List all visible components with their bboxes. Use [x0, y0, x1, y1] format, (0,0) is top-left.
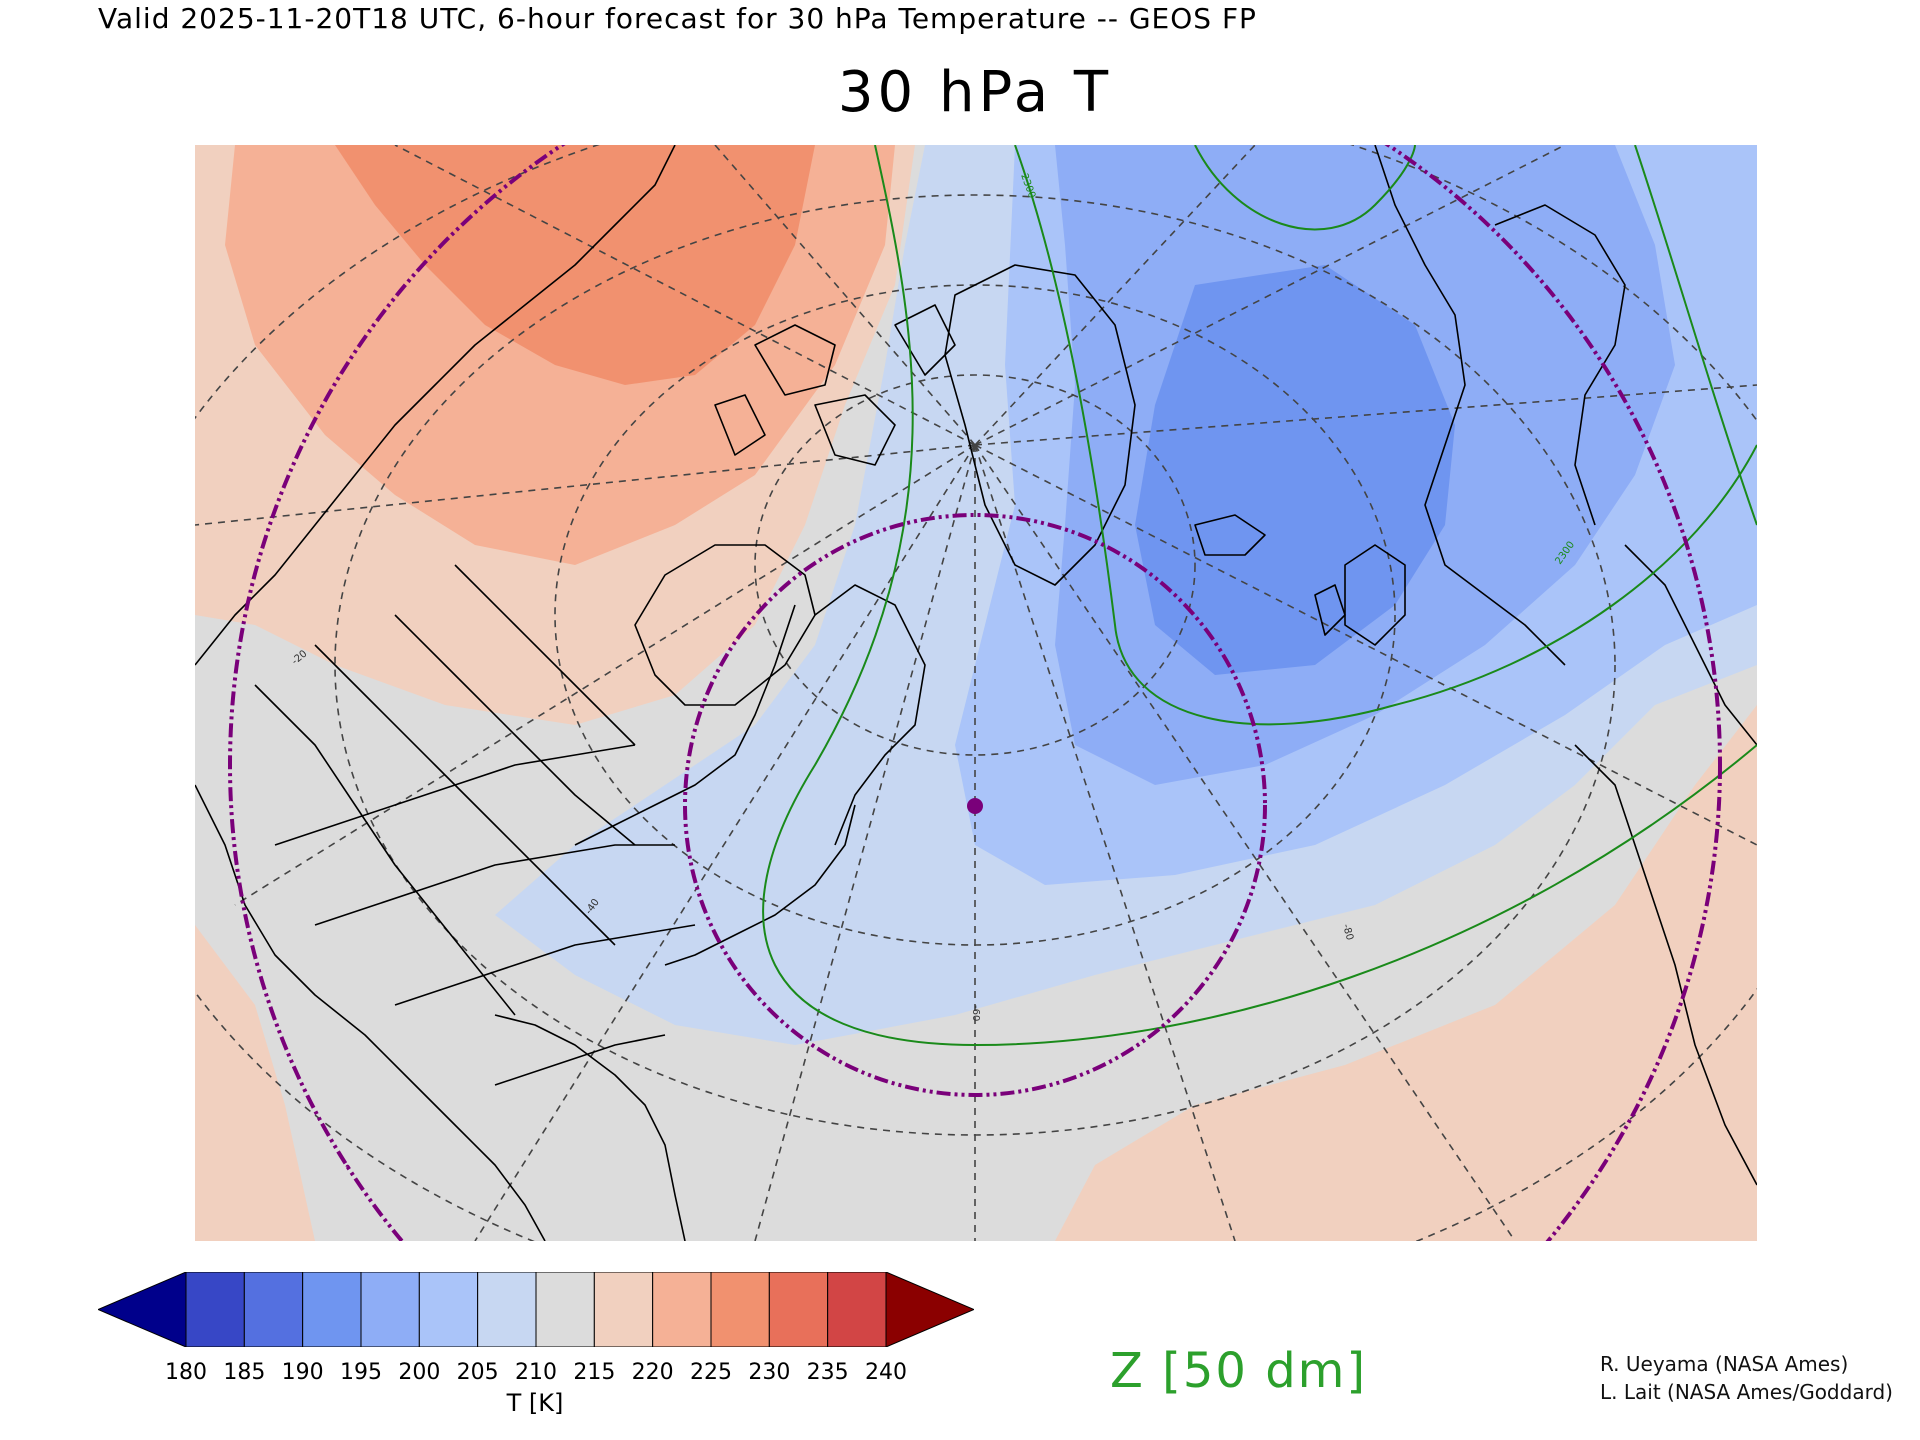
colorbar-box	[535, 1272, 595, 1347]
colorbar-box	[418, 1272, 479, 1347]
colorbar-box	[827, 1272, 887, 1347]
colorbar-tick-label: 225	[690, 1360, 732, 1385]
colorbar-overflow-triangle	[885, 1272, 974, 1347]
colorbar-box	[710, 1272, 770, 1347]
credit-line-2: L. Lait (NASA Ames/Goddard)	[1600, 1380, 1893, 1404]
center-marker	[967, 798, 983, 814]
colorbar-tick-label: 190	[281, 1360, 324, 1385]
graticule	[195, 145, 1757, 1241]
colorbar-tick-label: 205	[456, 1360, 499, 1385]
colorbar-box	[593, 1272, 654, 1347]
map-panel: 2300 2300 -80 -60 -40 -20	[195, 145, 1757, 1241]
valid-time-header: Valid 2025-11-20T18 UTC, 6-hour forecast…	[98, 2, 1257, 35]
colorbar-tick-label: 195	[340, 1360, 382, 1385]
colorbar-tick-label: 215	[573, 1360, 616, 1385]
temperature-map: 2300 2300 -80 -60 -40 -20	[195, 145, 1757, 1241]
inner-ring	[683, 513, 1267, 1097]
colorbar-tick-label: 180	[165, 1360, 207, 1385]
colorbar-box	[302, 1272, 362, 1347]
colorbar-tick-label: 200	[398, 1360, 441, 1385]
geopotential-legend-label: Z [50 dm]	[1110, 1343, 1368, 1399]
colorbar	[98, 1272, 974, 1347]
colorbar-tick-label: 230	[748, 1360, 791, 1385]
grid-label-east: -80	[1340, 923, 1355, 942]
geopotential-contours	[762, 145, 1757, 1047]
chart-title: 30 hPa T	[837, 60, 1113, 125]
colorbar-tick-label: 185	[223, 1360, 266, 1385]
colorbar-tick-label: 240	[865, 1360, 907, 1385]
colorbar-tick-label: 210	[515, 1360, 557, 1385]
colorbar-label: T [K]	[506, 1389, 564, 1417]
colorbar-box	[652, 1272, 712, 1347]
credit-line-1: R. Ueyama (NASA Ames)	[1600, 1352, 1849, 1376]
grid-label-center: -60	[970, 1005, 981, 1021]
outer-ring	[228, 145, 1722, 1241]
colorbar-box	[477, 1272, 537, 1347]
colorbar-box	[185, 1272, 245, 1347]
colorbar-box	[360, 1272, 420, 1347]
polar-vortex-rings	[228, 145, 1722, 1241]
coastlines	[195, 145, 1757, 1241]
cool-region-190	[1135, 265, 1455, 675]
colorbar-tick-label: 220	[631, 1360, 674, 1385]
colorbar-box	[768, 1272, 829, 1347]
colorbar-box	[243, 1272, 304, 1347]
warm-region-215-sw	[195, 925, 315, 1241]
warm-region-215-se	[1055, 705, 1757, 1241]
colorbar-underflow-triangle	[98, 1272, 187, 1347]
colorbar-tick-label: 235	[806, 1360, 849, 1385]
